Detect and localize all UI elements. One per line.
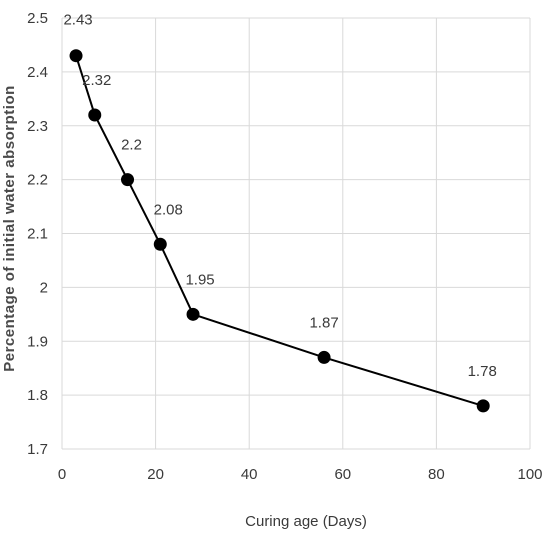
y-tick-label: 2.5: [27, 10, 48, 27]
data-point: [186, 307, 200, 321]
y-tick-label: 1.7: [27, 441, 48, 458]
data-point: [317, 350, 331, 364]
x-tick-label: 0: [58, 466, 66, 483]
y-axis-title: Percentage of initial water absorption: [1, 85, 18, 372]
y-tick-label: 2: [40, 279, 48, 296]
data-label: 1.87: [309, 314, 338, 331]
data-label: 1.78: [468, 363, 497, 380]
data-label: 2.08: [154, 201, 183, 218]
y-tick-label: 1.8: [27, 387, 48, 404]
data-point: [121, 173, 135, 187]
grid: [62, 17, 531, 449]
data-point: [88, 108, 102, 122]
x-tick-label: 20: [147, 466, 164, 483]
axes: 1.7 1.8 1.9 2 2.1 2.2 2.3 2.4 2.5 0 20 40 60 80 100: [27, 10, 542, 483]
data-label: 1.95: [185, 271, 214, 288]
y-tick-label: 1.9: [27, 333, 48, 350]
x-axis-title: Curing age (Days): [245, 513, 367, 530]
data-label: 2.32: [82, 72, 111, 89]
y-tick-label: 2.2: [27, 172, 48, 189]
x-tick-label: 100: [517, 466, 542, 483]
x-tick-label: 60: [334, 466, 351, 483]
data-label: 2.43: [63, 12, 92, 29]
series-line: [75, 55, 484, 407]
x-tick-label: 40: [241, 466, 258, 483]
data-point: [153, 237, 167, 251]
x-tick-label: 80: [428, 466, 445, 483]
series-layer: [69, 49, 490, 413]
data-point: [69, 49, 83, 63]
data-label: 2.2: [121, 137, 142, 154]
data-point: [476, 399, 490, 413]
y-tick-label: 2.4: [27, 64, 48, 81]
y-tick-label: 2.3: [27, 118, 48, 135]
y-tick-label: 2.1: [27, 226, 48, 243]
data-labels: 2.43 2.32 2.2 2.08 1.95 1.87 1.78: [63, 12, 496, 380]
